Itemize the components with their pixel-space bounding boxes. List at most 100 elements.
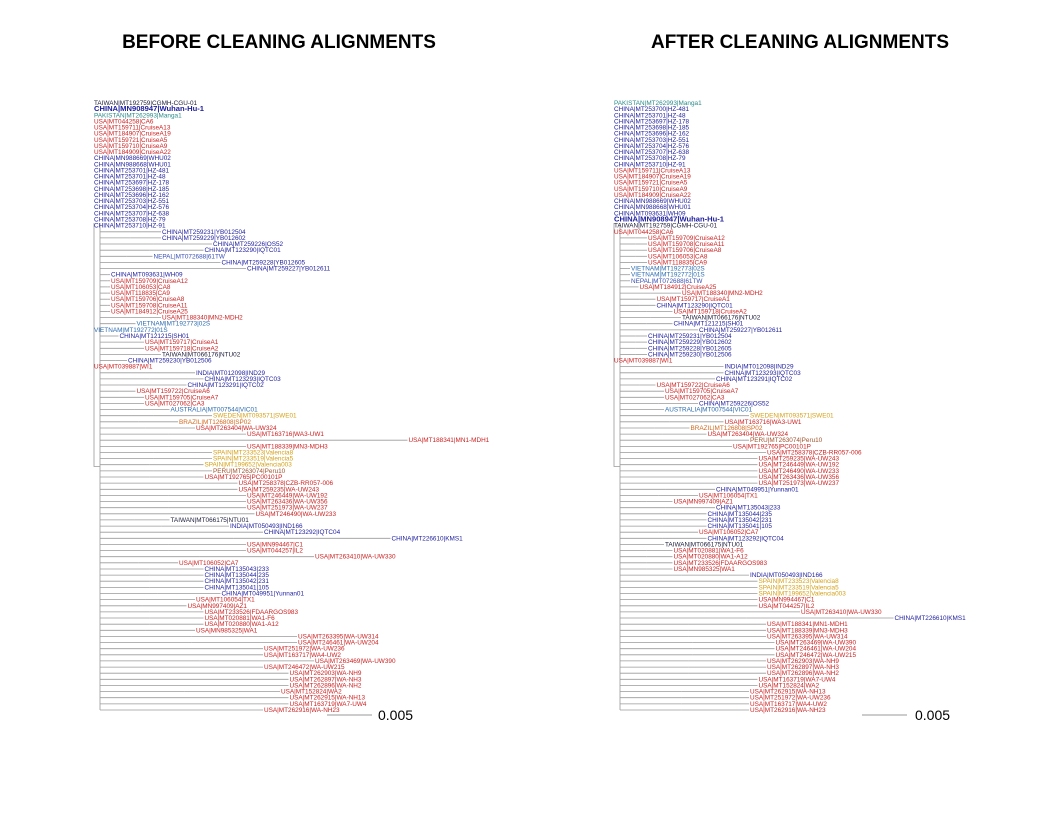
tip-label: USA|MT192765|PC00101P <box>205 474 283 481</box>
tip-label: CHINA|MT135041|105 <box>205 584 270 591</box>
tree-root-branch <box>613 223 620 467</box>
tip-label: USA|MT233526|FDAARGOS983 <box>674 560 768 567</box>
tip-label: USA|MT163716|WA3-UW1 <box>247 431 324 438</box>
tip-label: CHINA|MT259229|YB012602 <box>648 339 732 346</box>
tip-label: USA|MN985325|WA1 <box>196 627 258 634</box>
tip-label: USA|MT118835|CA9 <box>111 290 170 297</box>
tip-label: INDIA|MT012098|IND29 <box>725 364 794 371</box>
tip-label: USA|MT159709|CruiseA12 <box>648 235 725 242</box>
tip-label: USA|MT159710|CruiseA9 <box>94 143 168 150</box>
before-scale-label: 0.005 <box>378 707 413 723</box>
tip-label: VIETNAM|MT192773|02S <box>631 266 705 273</box>
tip-label: BRAZIL|MT126808|SP02 <box>179 419 251 426</box>
tip-label: USA|MT039887|WI1 <box>614 358 673 365</box>
tip-label: USA|MT262897|WA-NH3 <box>290 676 362 683</box>
tip-label: TAIWAN|MT066176|NTU02 <box>162 351 241 358</box>
tip-label: CHINA|MT253696|HZ-162 <box>614 131 690 138</box>
tip-label: CHINA|MT135042|231 <box>205 578 270 585</box>
tip-label: USA|MT044258|CA6 <box>614 229 674 236</box>
tip-label: USA|MT246461|WA-UW204 <box>298 640 379 647</box>
tip-label: USA|MT246449|WA-UW192 <box>247 492 328 499</box>
tip-label: USA|MT106053|CA8 <box>648 253 708 260</box>
tip-label: USA|MT106054|TX1 <box>196 597 255 604</box>
tip-label: CHINA|MT259230|YB012506 <box>128 358 212 365</box>
tip-label: USA|MT020881|WA1-F6 <box>674 548 745 555</box>
tip-label: TAIWAN|MT192759|CGMH-CGU-01 <box>614 223 718 230</box>
tip-label: CHINA|MT259230|YB012506 <box>648 351 732 358</box>
tip-label: CHINA|MT253710|HZ-91 <box>614 161 686 168</box>
tip-label: CHINA|MT253708|HZ-79 <box>614 155 686 162</box>
tip-label: CHINA|MT121215|SH01 <box>120 333 190 340</box>
tip-label: USA|MT263395|WA-UW314 <box>298 633 379 640</box>
tip-label: CHINA|MT123291|IQTC02 <box>716 376 793 383</box>
tip-label: USA|MT159721|CruiseA5 <box>94 137 168 144</box>
tip-label: USA|MT159721|CruiseA5 <box>614 180 688 187</box>
tip-label: USA|MT163717|WA4-UW2 <box>750 701 827 708</box>
tip-label: PAKISTAN|MT262993|Manga1 <box>614 100 702 107</box>
tip-label: USA|MT106053|CA8 <box>111 284 171 291</box>
tip-label: CHINA|MT123290|IQTC01 <box>205 247 282 254</box>
tip-label: PERU|MT263074|Peru10 <box>213 468 286 475</box>
tip-label: CHINA|MT259227|YB012611 <box>247 266 331 273</box>
tip-label: USA|MT251973|WA-UW237 <box>759 480 840 487</box>
tip-label: USA|MT044258|CA6 <box>94 118 154 125</box>
tip-label: CHINA|MT259227|YB012611 <box>699 327 783 334</box>
tip-label: USA|MT262903|WA-NH9 <box>767 658 839 665</box>
tip-label: SPAIN|MT233519|Valencia5 <box>213 456 294 463</box>
tip-label: USA|MT262916|WA-NH23 <box>264 707 340 714</box>
tip-label: INDIA|MT050493|IND166 <box>750 572 823 579</box>
tip-label: CHINA|MT259231|YB012504 <box>162 229 246 236</box>
tip-label: CHINA|MN988668|WHU01 <box>94 161 171 168</box>
tip-label: USA|MT044257|IL2 <box>247 548 303 555</box>
tip-label: CHINA|MN988668|WHU01 <box>614 204 691 211</box>
tip-label: TAIWAN|MT192759|CGMH-CGU-01 <box>94 100 198 107</box>
tip-label: USA|MT039887|WI1 <box>94 364 153 371</box>
tip-label: VIETNAM|MT192772|01S <box>631 272 705 279</box>
before-tree-branches <box>93 223 408 711</box>
tip-label: SPAIN|MT199652|Valencia003 <box>759 591 847 598</box>
tip-label: USA|MT163716|WA3-UW1 <box>725 419 802 426</box>
tip-label: USA|MT262896|WA-NH2 <box>767 670 839 677</box>
tip-label: CHINA|MT253701|HZ-48 <box>94 174 166 181</box>
tip-label: USA|MT159722|CruiseA6 <box>657 382 731 389</box>
tip-label: USA|MT184909|CruiseA22 <box>94 149 171 156</box>
tip-label: USA|MT184912|CruiseA25 <box>111 309 188 316</box>
tip-label: USA|MT020881|WA1-F6 <box>205 615 276 622</box>
tip-label: USA|MT262915|WA-NH13 <box>290 695 366 702</box>
tip-label: USA|MT184912|CruiseA25 <box>640 284 717 291</box>
tip-label: VIETNAM|MT192772|01S <box>94 327 168 334</box>
tip-label: USA|MT262903|WA-NH9 <box>290 670 362 677</box>
tip-label: USA|MT262915|WA-NH13 <box>750 689 826 696</box>
tip-label: CHINA|MT123292|IQTC04 <box>264 529 341 536</box>
tip-label: USA|MT262897|WA-NH3 <box>767 664 839 671</box>
tip-label: CHINA|MT135044|235 <box>708 511 773 518</box>
tip-label: USA|MT152824|WA2 <box>281 689 342 696</box>
tip-label: USA|MT246449|WA-UW192 <box>759 462 840 469</box>
tip-label: USA|MN997409|AZ1 <box>674 499 734 506</box>
tip-label: SPAIN|MT233523|Valencia8 <box>759 578 840 585</box>
tip-label: USA|MT188339|MN3-MDH3 <box>767 627 848 634</box>
tip-label: USA|MT251972|WA-UW236 <box>264 646 345 653</box>
tip-label: USA|MT263410|WA-UW330 <box>801 609 882 616</box>
tip-label: USA|MT163719|WA7-UW4 <box>290 701 367 708</box>
tip-label: USA|MT159711|CruiseA13 <box>614 167 691 174</box>
tip-label: USA|MT159706|CruiseA8 <box>111 296 185 303</box>
tip-label: USA|MT106052|CA7 <box>179 560 239 567</box>
tip-label: USA|MT159706|CruiseA8 <box>648 247 722 254</box>
tip-label: USA|MT188341|MN1-MDH1 <box>767 621 848 628</box>
tip-label: USA|MT246490|WA-UW233 <box>759 468 840 475</box>
tip-label: CHINA|MT121215|SH01 <box>674 321 744 328</box>
tip-label: CHINA|MT093631|WH09 <box>111 272 183 279</box>
tip-label: USA|MT163717|WA4-UW2 <box>264 652 341 659</box>
tip-label: USA|MN985325|WA1 <box>674 566 736 573</box>
tip-label: CHINA|MT253701|HZ-48 <box>614 112 686 119</box>
after-scale-bar: 0.005 <box>862 707 950 723</box>
tip-label: USA|MT159705|CruiseA7 <box>665 388 739 395</box>
tip-label: USA|MT159705|CruiseA7 <box>145 394 219 401</box>
tip-label: CHINA|MT135044|235 <box>205 572 270 579</box>
tip-label: AUSTRALIA|MT007544|VIC01 <box>665 407 753 414</box>
tip-label: CHINA|MT253700|HZ-481 <box>614 106 690 113</box>
tip-label: SPAIN|MT199652|Valencia003 <box>205 462 293 469</box>
tip-label: USA|MT159718|CruiseA2 <box>674 309 748 316</box>
